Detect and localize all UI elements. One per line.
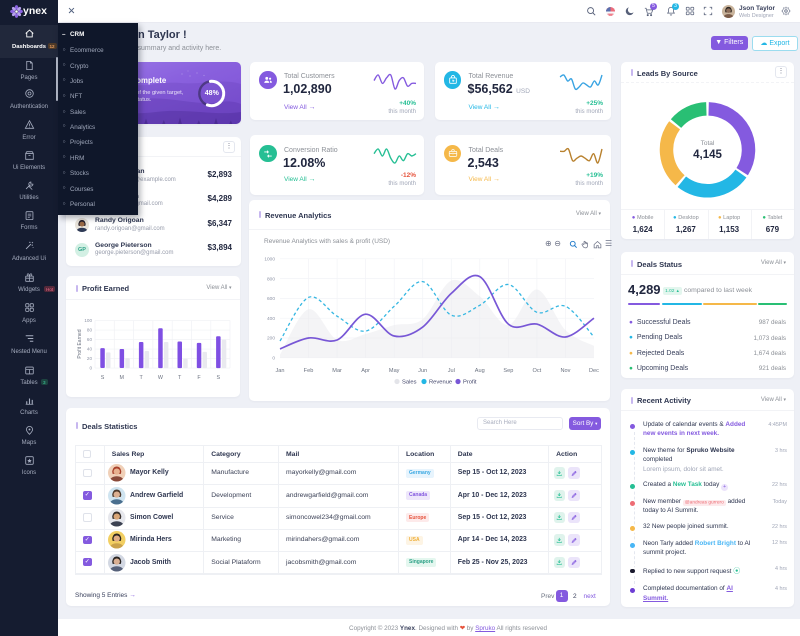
svg-text:T: T	[139, 375, 143, 381]
svg-text:Profit: Profit	[463, 379, 477, 385]
svg-text:0: 0	[272, 355, 275, 361]
svg-text:60: 60	[87, 337, 93, 342]
svg-text:S: S	[101, 375, 105, 381]
svg-text:M: M	[120, 375, 125, 381]
svg-text:0: 0	[89, 366, 92, 371]
svg-text:20: 20	[87, 356, 93, 361]
svg-text:Revenue: Revenue	[429, 379, 452, 385]
svg-text:400: 400	[267, 315, 275, 321]
svg-text:Oct: Oct	[533, 368, 542, 374]
svg-text:Jun: Jun	[418, 368, 427, 374]
svg-text:40: 40	[87, 347, 93, 352]
svg-text:Mar: Mar	[332, 368, 342, 374]
svg-text:Feb: Feb	[304, 368, 314, 374]
svg-text:Dec: Dec	[589, 368, 599, 374]
svg-text:600: 600	[267, 296, 275, 302]
svg-text:200: 200	[267, 335, 275, 341]
svg-text:Sep: Sep	[503, 368, 513, 374]
svg-text:Jan: Jan	[276, 368, 285, 374]
svg-text:S: S	[217, 375, 221, 381]
svg-text:100: 100	[84, 318, 92, 323]
svg-text:May: May	[389, 368, 400, 374]
svg-text:80: 80	[87, 328, 93, 333]
svg-text:F: F	[197, 375, 201, 381]
svg-text:Nov: Nov	[561, 368, 571, 374]
svg-text:T: T	[178, 375, 182, 381]
svg-text:1000: 1000	[264, 256, 275, 262]
svg-text:Sales: Sales	[402, 379, 417, 385]
svg-text:Jul: Jul	[448, 368, 455, 374]
svg-text:W: W	[158, 375, 164, 381]
svg-text:800: 800	[267, 276, 275, 282]
svg-text:Aug: Aug	[475, 368, 485, 374]
svg-text:Apr: Apr	[361, 368, 370, 374]
